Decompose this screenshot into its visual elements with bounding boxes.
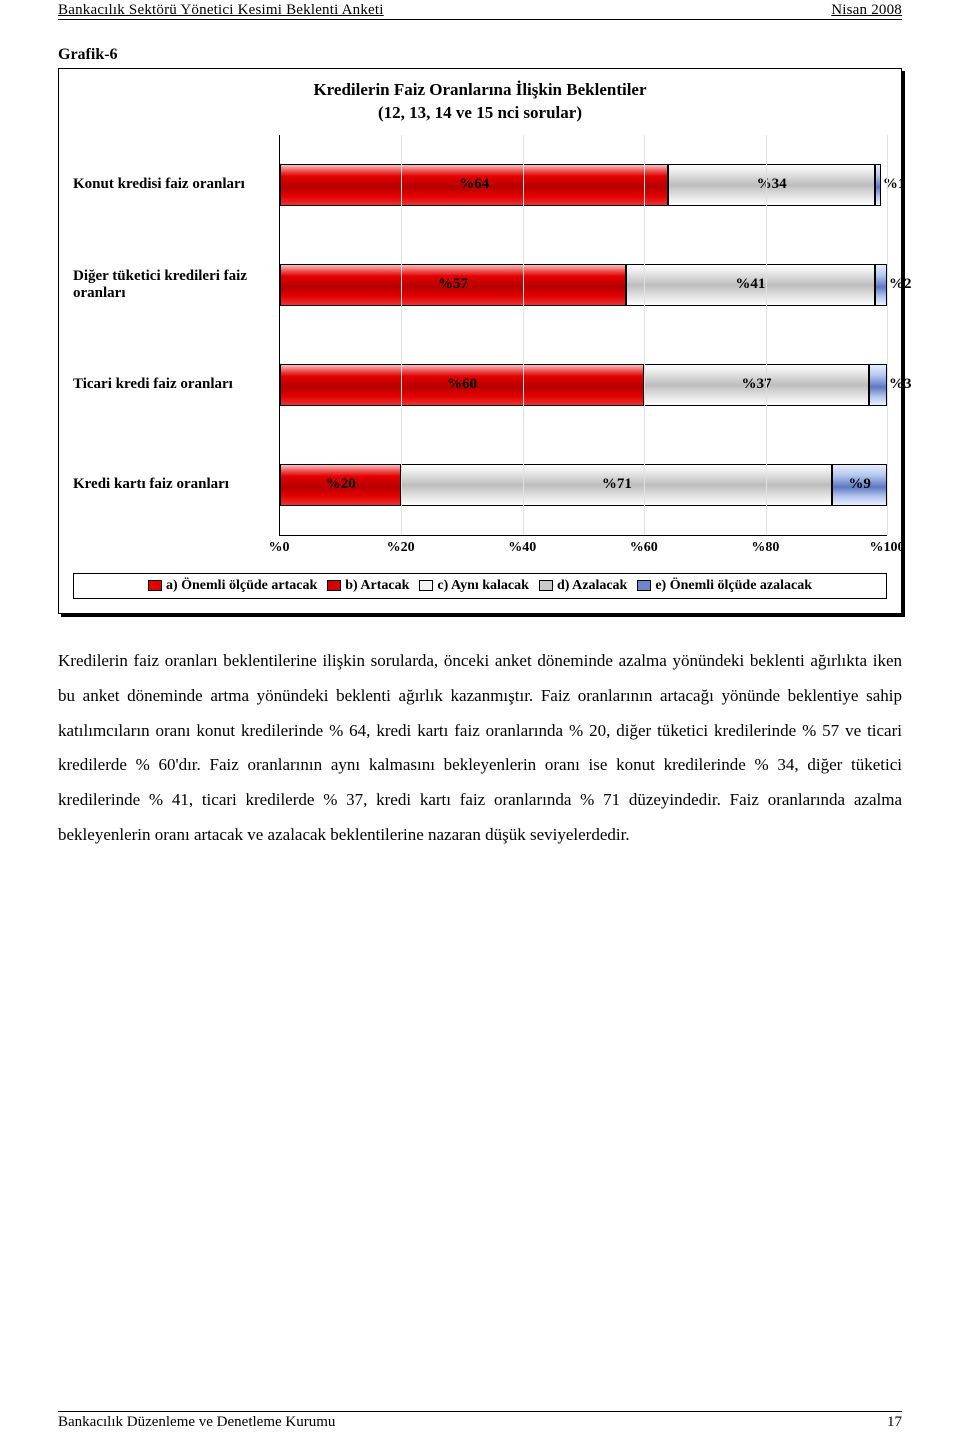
bar-rows: %64 %34 %1 %57 %41 %2 %60 %37 %3 %20 %71 %9 <box>280 135 887 535</box>
bar-segment: %41 <box>626 264 875 306</box>
bar-row: %60 %37 %3 <box>280 335 887 435</box>
bar-track: %60 %37 %3 <box>280 364 887 406</box>
y-label: Konut kredisi faiz oranları <box>73 135 279 235</box>
plot-area: %64 %34 %1 %57 %41 %2 %60 %37 %3 %20 %71 %9 <box>279 135 887 535</box>
page-header: Bankacılık Sektörü Yönetici Kesimi Bekle… <box>58 0 902 20</box>
legend-item: d) Azalacak <box>539 578 627 594</box>
x-axis: %0%20%40%60%80%100 <box>279 535 887 561</box>
bar-segment: %1 <box>875 164 881 206</box>
legend-swatch <box>539 580 553 591</box>
chart-panel: Kredilerin Faiz Oranlarına İlişkin Bekle… <box>58 68 902 614</box>
bar-segment: %9 <box>832 464 887 506</box>
bar-row: %20 %71 %9 <box>280 435 887 535</box>
legend-label: e) Önemli ölçüde azalacak <box>655 578 812 594</box>
bar-segment-label: %37 <box>741 376 771 393</box>
bar-segment: %60 <box>280 364 644 406</box>
plot-wrap: Konut kredisi faiz oranları Diğer tüketi… <box>73 135 887 599</box>
bar-segment: %20 <box>280 464 401 506</box>
legend-label: c) Aynı kalacak <box>437 578 529 594</box>
y-label: Diğer tüketici kredileri faiz oranları <box>73 235 279 335</box>
bar-segment: %3 <box>869 364 887 406</box>
legend-label: b) Artacak <box>345 578 409 594</box>
gridline <box>644 135 645 535</box>
bar-segment-label: %41 <box>735 276 765 293</box>
bar-segment-label: %20 <box>326 476 356 493</box>
legend-item: c) Aynı kalacak <box>419 578 529 594</box>
bar-segment: %2 <box>875 264 887 306</box>
bar-segment-label: %71 <box>602 476 632 493</box>
bar-row: %64 %34 %1 <box>280 135 887 235</box>
chart-title-line1: Kredilerin Faiz Oranlarına İlişkin Bekle… <box>313 80 646 99</box>
bar-track: %57 %41 %2 <box>280 264 887 306</box>
bar-row: %57 %41 %2 <box>280 235 887 335</box>
legend-item: a) Önemli ölçüde artacak <box>148 578 317 594</box>
bar-segment-label: %64 <box>459 176 489 193</box>
footer-left: Bankacılık Düzenleme ve Denetleme Kurumu <box>58 1414 335 1431</box>
legend-label: d) Azalacak <box>557 578 627 594</box>
page: Bankacılık Sektörü Yönetici Kesimi Bekle… <box>0 0 960 1439</box>
bar-segment: %57 <box>280 264 626 306</box>
y-label: Kredi kartı faiz oranları <box>73 435 279 535</box>
y-axis-labels: Konut kredisi faiz oranları Diğer tüketi… <box>73 135 279 535</box>
gridline <box>523 135 524 535</box>
bar-segment: %71 <box>401 464 832 506</box>
bar-segment: %64 <box>280 164 668 206</box>
x-tick-label: %40 <box>508 540 536 556</box>
x-tick-label: %0 <box>269 540 290 556</box>
legend-swatch <box>419 580 433 591</box>
legend-label: a) Önemli ölçüde artacak <box>166 578 317 594</box>
x-tick-label: %20 <box>387 540 415 556</box>
chart-title: Kredilerin Faiz Oranlarına İlişkin Bekle… <box>73 79 887 125</box>
bar-segment-label: %57 <box>438 276 468 293</box>
legend-item: e) Önemli ölçüde azalacak <box>637 578 812 594</box>
legend-item: b) Artacak <box>327 578 409 594</box>
y-label: Ticari kredi faiz oranları <box>73 335 279 435</box>
gridline <box>887 135 888 535</box>
bar-track: %64 %34 %1 <box>280 164 887 206</box>
legend-swatch <box>327 580 341 591</box>
body-text: Kredilerin faiz oranları beklentilerine … <box>58 644 902 853</box>
chart-title-line2: (12, 13, 14 ve 15 nci sorular) <box>378 103 582 122</box>
footer-right: 17 <box>887 1414 902 1431</box>
x-tick-label: %100 <box>870 540 905 556</box>
legend-swatch <box>637 580 651 591</box>
header-right: Nisan 2008 <box>831 2 902 19</box>
bar-segment: %37 <box>644 364 869 406</box>
section-label: Grafik-6 <box>58 46 902 64</box>
header-left: Bankacılık Sektörü Yönetici Kesimi Bekle… <box>58 2 384 19</box>
gridline <box>766 135 767 535</box>
bar-segment-label: %3 <box>889 376 912 393</box>
x-tick-label: %60 <box>630 540 658 556</box>
bar-segment-label: %34 <box>757 176 787 193</box>
x-tick-label: %80 <box>751 540 779 556</box>
page-footer: Bankacılık Düzenleme ve Denetleme Kurumu… <box>58 1411 902 1431</box>
bar-segment-label: %60 <box>447 376 477 393</box>
bar-segment: %34 <box>668 164 874 206</box>
legend-swatch <box>148 580 162 591</box>
chart-legend: a) Önemli ölçüde artacak b) Artacak c) Ayn… <box>73 573 887 599</box>
bar-track: %20 %71 %9 <box>280 464 887 506</box>
plot: Konut kredisi faiz oranları Diğer tüketi… <box>73 135 887 535</box>
gridline <box>401 135 402 535</box>
bar-segment-label: %2 <box>889 276 912 293</box>
bar-segment-label: %9 <box>848 476 871 493</box>
